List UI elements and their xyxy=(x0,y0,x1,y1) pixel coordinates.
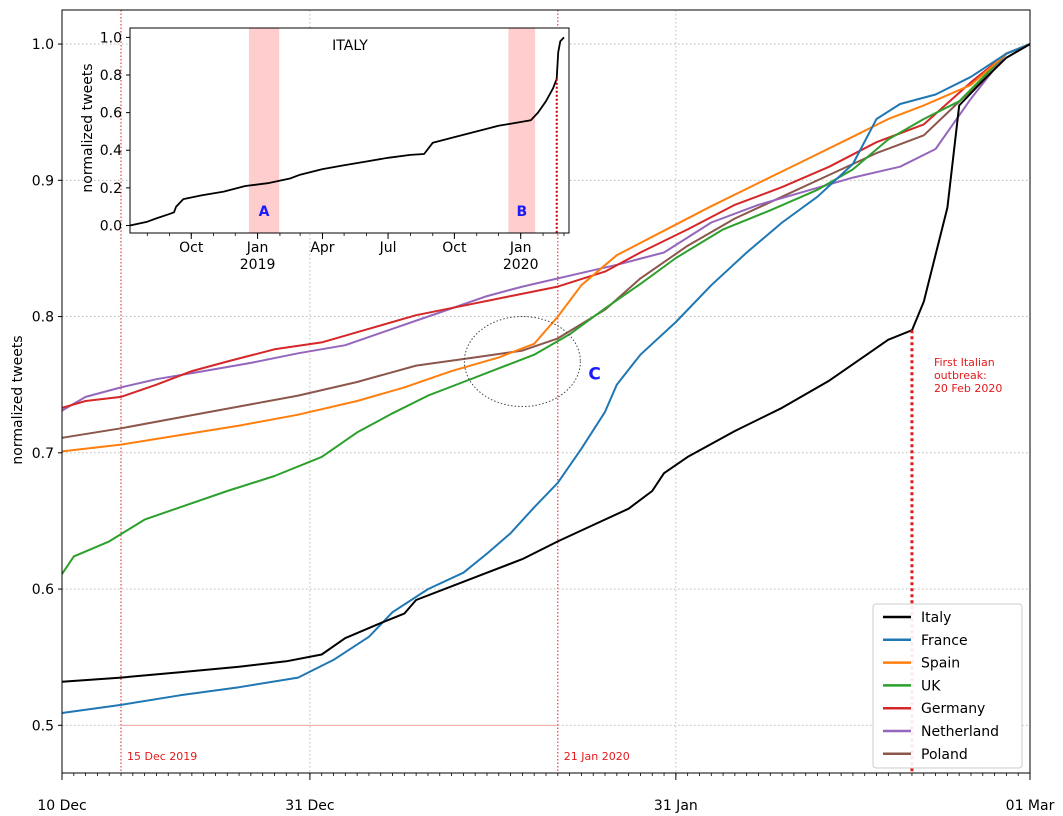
legend-entry-label: Netherland xyxy=(921,724,999,740)
legend-entry-label: Poland xyxy=(921,747,968,763)
main-x-axis: 10 Dec 31 Dec 31 Jan 01 Mar xyxy=(37,773,1055,814)
highlight-circle-c xyxy=(463,316,581,408)
legend: Italy France Spain UK Germany Netherland Polan… xyxy=(872,603,1023,769)
series-line-italy xyxy=(61,43,1031,683)
inset-x-tick-label: Jan xyxy=(509,240,532,256)
inset-x-tick-label: Oct xyxy=(179,240,204,256)
inset-background xyxy=(130,28,569,233)
inset-region-label: A xyxy=(259,204,270,220)
series-line-uk xyxy=(61,43,1031,575)
series-line-france xyxy=(61,43,1031,714)
inset-region-label: B xyxy=(516,204,527,220)
inset-y-axis: 0.0 0.2 0.4 0.6 0.8 1.0 xyxy=(100,30,130,234)
inset-series-group xyxy=(129,36,565,227)
main-x-tick-label: 31 Jan xyxy=(654,798,698,814)
event-marker-label: 15 Dec 2019 xyxy=(127,750,197,763)
legend-entry-label: UK xyxy=(921,678,941,694)
event-marker-label: 21 Jan 2020 xyxy=(564,750,630,763)
main-y-tick-label: 1.0 xyxy=(32,37,54,53)
legend-box xyxy=(872,603,1023,769)
inset-x-tick-sublabel: 2020 xyxy=(503,257,539,273)
legend-entry-label: Italy xyxy=(921,610,951,626)
legend-entry-label: France xyxy=(921,633,968,649)
inset-x-tick-sublabel: 2019 xyxy=(240,257,276,273)
main-y-tick-label: 0.9 xyxy=(32,173,54,189)
main-x-tick-label: 31 Dec xyxy=(285,798,334,814)
series-line-germany xyxy=(61,43,1031,409)
inset-y-tick-label: 0.4 xyxy=(100,143,122,159)
legend-entry-label: Spain xyxy=(921,656,960,672)
inset-plot-frame xyxy=(129,27,570,234)
inset-x-tick-label: Jul xyxy=(379,240,397,256)
outbreak-label-line: First Italian xyxy=(934,356,995,369)
series-line-spain xyxy=(61,43,1031,453)
inset-y-tick-label: 0.8 xyxy=(100,68,122,84)
main-series-group xyxy=(61,43,1031,714)
main-y-tick-label: 0.5 xyxy=(32,718,54,734)
inset-y-tick-label: 1.0 xyxy=(100,30,122,46)
main-y-axis: 0.5 0.6 0.7 0.8 0.9 1.0 xyxy=(32,37,62,734)
inset-y-tick-label: 0.6 xyxy=(100,106,122,122)
highlight-label-c: C xyxy=(588,365,600,385)
inset-y-tick-label: 0.0 xyxy=(100,218,122,234)
main-annotations-front: First Italian outbreak: 20 Feb 2020 C xyxy=(463,316,1002,773)
inset-y-axis-label: normalized tweets xyxy=(80,63,96,192)
legend-entry-label: Germany xyxy=(921,701,985,717)
main-x-tick-label: 01 Mar xyxy=(1006,798,1055,814)
series-line-poland xyxy=(61,43,1031,439)
inset-x-tick-label: Apr xyxy=(310,240,334,256)
main-x-tick-label: 10 Dec xyxy=(37,798,86,814)
main-y-tick-label: 0.8 xyxy=(32,310,54,326)
inset-shaded-region xyxy=(248,28,280,233)
inset-x-tick-label: Oct xyxy=(442,240,467,256)
main-y-axis-label: normalized tweets xyxy=(10,335,26,464)
inset-shaded-region xyxy=(508,28,536,233)
inset-y-tick-label: 0.2 xyxy=(100,181,122,197)
inset-series-line-italy xyxy=(129,36,565,227)
outbreak-label-line: outbreak: xyxy=(934,369,987,382)
inset-title: ITALY xyxy=(332,38,368,54)
inset-x-tick-label: Jan xyxy=(246,240,269,256)
main-y-tick-label: 0.6 xyxy=(32,582,54,598)
series-line-netherland xyxy=(61,43,1031,412)
main-y-tick-label: 0.7 xyxy=(32,446,54,462)
outbreak-label-line: 20 Feb 2020 xyxy=(934,382,1002,395)
